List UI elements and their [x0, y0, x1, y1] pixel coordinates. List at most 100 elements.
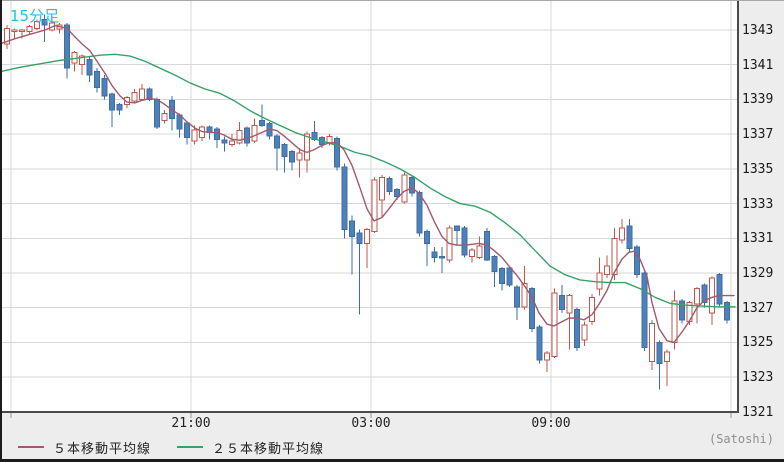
- candle-bear: [154, 98, 160, 128]
- candle-bull: [596, 272, 603, 290]
- candle-bear: [281, 144, 288, 158]
- candle-bear: [259, 119, 265, 126]
- footer-panel: [0, 413, 784, 462]
- y-axis-label: 1329: [742, 265, 774, 281]
- candle-bear: [341, 166, 348, 231]
- frame-border-top: [0, 0, 784, 1]
- x-axis-label: 09:00: [531, 416, 571, 431]
- candle-bull: [304, 133, 310, 161]
- candle-bear: [101, 78, 108, 97]
- candle-bull: [604, 265, 610, 276]
- candle-bull: [544, 352, 550, 361]
- candle-bear: [641, 272, 648, 349]
- y-axis-panel: [739, 0, 784, 462]
- candle-bear: [574, 308, 580, 349]
- candle-bear: [439, 256, 445, 259]
- y-axis-label: 1341: [742, 57, 774, 73]
- y-axis-label: 1343: [742, 23, 774, 38]
- candle-bear: [634, 246, 640, 276]
- candle-bear: [244, 127, 250, 144]
- candle-bear: [514, 286, 520, 308]
- legend-item-ma5: ５本移動平均線: [18, 438, 151, 457]
- candle-bear: [409, 177, 415, 194]
- candle-bull: [34, 20, 40, 29]
- candle-bear: [64, 24, 70, 69]
- candle-bull: [619, 227, 625, 241]
- candle-bear: [724, 302, 730, 321]
- candle-bull: [19, 29, 25, 33]
- candle-bear: [626, 225, 633, 250]
- y-axis-label: 1337: [742, 127, 774, 143]
- candle-bull: [469, 249, 475, 258]
- candle-bear: [461, 227, 468, 256]
- candle-bull: [191, 129, 198, 142]
- y-axis-label: 1327: [742, 300, 774, 316]
- candle-bull: [649, 322, 655, 363]
- candle-bull: [236, 130, 243, 144]
- candle-bull: [581, 324, 588, 341]
- candle-bear: [656, 341, 663, 364]
- candle-bull: [589, 296, 595, 323]
- candle-bear: [349, 220, 355, 238]
- candle-bull: [379, 177, 385, 201]
- candle-bull: [11, 29, 18, 33]
- candle-bear: [506, 267, 513, 286]
- candle-bull: [671, 300, 678, 343]
- y-axis-label: 1335: [742, 161, 774, 177]
- chart-legend: ５本移動平均線 ２５本移動平均線: [18, 438, 350, 457]
- candle-bull: [566, 295, 573, 314]
- timeframe-label: 15分足: [10, 7, 60, 25]
- candle-bear: [431, 251, 438, 258]
- candle-bear: [94, 71, 100, 88]
- ma5-legend-label: ５本移動平均線: [53, 441, 152, 457]
- candle-bull: [709, 277, 715, 314]
- candle-bear: [356, 232, 363, 244]
- candle-bear: [221, 139, 228, 144]
- candle-bear: [41, 19, 48, 26]
- candle-bear: [491, 256, 498, 273]
- candle-bear: [334, 137, 340, 168]
- ma5-line-swatch: [18, 446, 44, 448]
- ma25-line: [0, 53, 736, 308]
- candle-bear: [116, 104, 123, 111]
- candle-bull: [521, 282, 528, 308]
- candle-bear: [109, 93, 115, 111]
- candle-bear: [716, 274, 723, 305]
- candle-bull: [401, 174, 408, 203]
- y-axis-label: 1323: [742, 370, 774, 386]
- candle-bull: [611, 237, 618, 276]
- candle-bull: [296, 152, 303, 161]
- candle-bull: [131, 91, 138, 102]
- x-axis-label: 03:00: [351, 416, 391, 431]
- candle-bear: [529, 288, 535, 330]
- candle-bull: [4, 27, 10, 45]
- y-axis-label: 1333: [742, 196, 774, 212]
- candle-bear: [454, 225, 460, 232]
- x-axis-label: 21:00: [171, 416, 211, 431]
- ma25-legend-label: ２５本移動平均線: [212, 441, 325, 457]
- candle-bear: [559, 295, 565, 310]
- candle-bear: [701, 284, 708, 304]
- candle-bear: [416, 191, 423, 234]
- candle-bull: [251, 124, 258, 142]
- frame-border-bottom: [0, 459, 784, 462]
- candle-bear: [184, 122, 190, 139]
- y-axis-label: 1339: [742, 92, 774, 108]
- candle-bear: [536, 326, 543, 361]
- candle-bear: [424, 230, 430, 244]
- y-axis-label: 1325: [742, 335, 774, 351]
- candle-bear: [146, 88, 153, 100]
- candle-bear: [274, 135, 280, 149]
- candle-bull: [694, 288, 700, 305]
- ma5-line: [0, 24, 735, 344]
- frame-border-left: [0, 0, 2, 462]
- unit-label: (Satoshi): [708, 432, 774, 446]
- candle-bear: [386, 177, 393, 192]
- candle-bear: [214, 128, 220, 140]
- candle-bull: [476, 245, 483, 258]
- candle-bull: [139, 88, 145, 100]
- candle-bull: [161, 112, 168, 121]
- y-axis-label: 1331: [742, 231, 774, 247]
